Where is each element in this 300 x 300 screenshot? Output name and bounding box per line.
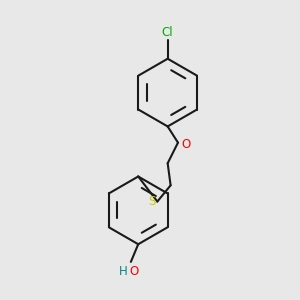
Text: H: H [119,265,128,278]
Text: Cl: Cl [162,26,173,39]
Text: S: S [148,195,156,208]
Text: O: O [129,265,139,278]
Text: O: O [182,138,191,151]
